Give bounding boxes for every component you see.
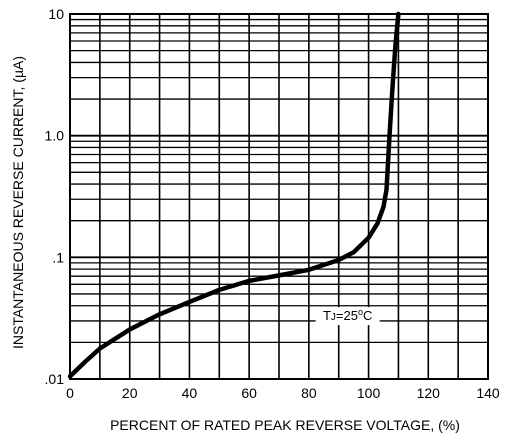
grid	[70, 14, 488, 379]
plot-frame	[69, 13, 489, 380]
x-tick-label: 60	[241, 385, 257, 401]
x-tick-label: 40	[182, 385, 198, 401]
y-tick-labels: .01 .1 1.0 10	[45, 6, 65, 387]
x-axis-label: PERCENT OF RATED PEAK REVERSE VOLTAGE, (…	[110, 417, 460, 433]
x-tick-labels: 0 20 40 60 80 100 120 140	[66, 385, 500, 401]
annotation-background	[315, 307, 380, 326]
temperature-annotation: TJ=25oC	[323, 307, 372, 323]
y-tick-label: .1	[52, 249, 64, 265]
y-tick-label: .01	[45, 371, 65, 387]
x-tick-label: 120	[417, 385, 441, 401]
x-tick-label: 80	[301, 385, 317, 401]
y-tick-label: 1.0	[45, 128, 65, 144]
series-line	[67, 11, 401, 379]
x-tick-label: 20	[122, 385, 138, 401]
x-tick-label: 0	[66, 385, 74, 401]
x-tick-label: 140	[476, 385, 500, 401]
y-tick-label: 10	[48, 6, 64, 22]
x-tick-label: 100	[357, 385, 381, 401]
y-axis-label: INSTANTANEOUS REVERSE CURRENT, (µA)	[10, 56, 26, 349]
